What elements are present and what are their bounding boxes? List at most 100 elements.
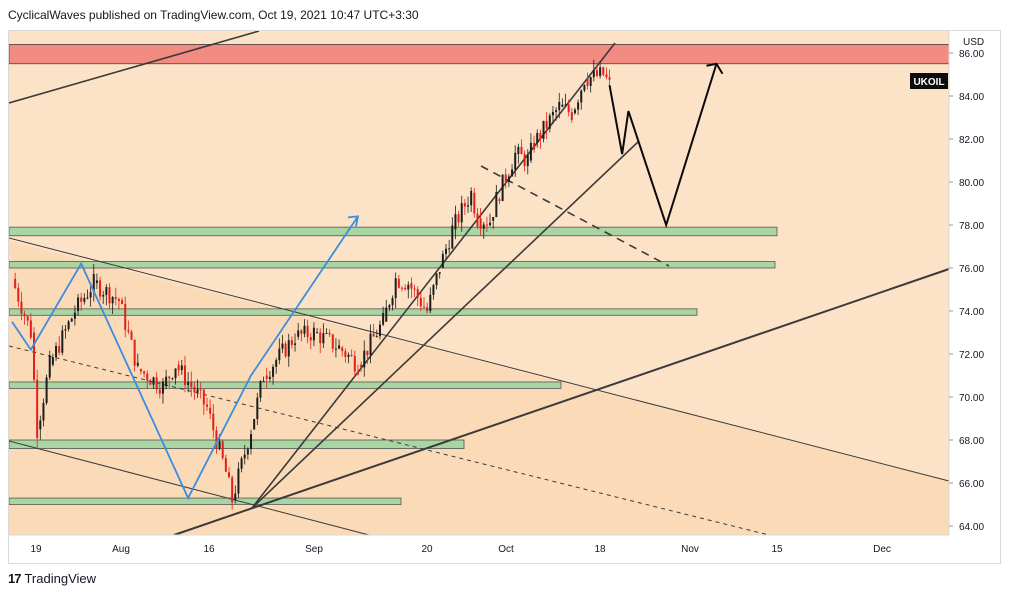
candle-body xyxy=(533,142,536,150)
candle-body xyxy=(20,301,23,314)
candle-body xyxy=(108,287,111,304)
candle-body xyxy=(14,278,17,288)
time-axis[interactable] xyxy=(9,535,1001,564)
support-zone xyxy=(9,308,698,316)
candle-body xyxy=(39,420,42,430)
candle xyxy=(70,317,73,322)
candle xyxy=(378,320,381,340)
candle-body xyxy=(495,192,498,218)
candle xyxy=(372,323,375,337)
candle xyxy=(479,208,482,236)
candle xyxy=(438,272,441,279)
candle-body xyxy=(589,77,592,86)
candle xyxy=(281,335,284,354)
candle xyxy=(605,67,608,80)
candle xyxy=(202,388,205,416)
candle-body xyxy=(23,313,26,317)
candle xyxy=(435,273,438,290)
candle-body xyxy=(375,336,378,338)
candle-body xyxy=(492,217,495,221)
projection-path-black xyxy=(608,63,718,229)
candle-body xyxy=(303,325,306,334)
candle xyxy=(143,370,146,378)
candle-body xyxy=(133,339,136,366)
candle xyxy=(369,324,372,364)
candle-body xyxy=(212,413,215,431)
candle xyxy=(419,291,422,312)
support-zone xyxy=(9,226,778,237)
candle-body xyxy=(124,304,127,330)
candle xyxy=(526,149,529,175)
candle xyxy=(33,327,36,382)
rising-support-line xyxy=(173,268,950,536)
price-axis[interactable] xyxy=(949,31,1001,535)
candle-body xyxy=(429,294,432,311)
candle xyxy=(275,357,278,374)
candle-body xyxy=(331,334,334,349)
candle-body xyxy=(183,365,186,385)
descending-channel-mid xyxy=(9,345,770,536)
candle xyxy=(382,306,385,327)
candle xyxy=(95,273,98,290)
time-tick-label: Sep xyxy=(305,544,323,555)
candle xyxy=(551,105,554,125)
projection-arrow-black xyxy=(706,62,724,75)
candle xyxy=(149,378,152,385)
candle-body xyxy=(438,272,441,274)
candle xyxy=(180,359,183,375)
candle xyxy=(165,369,168,390)
candle xyxy=(89,283,92,307)
candle-body xyxy=(573,109,576,114)
candle-body xyxy=(422,306,425,308)
candle-body xyxy=(171,378,174,380)
candle-body xyxy=(467,205,470,207)
candle xyxy=(583,84,586,93)
candle-body xyxy=(580,90,583,103)
candle xyxy=(14,272,17,290)
candle xyxy=(558,92,561,119)
candle xyxy=(190,371,193,397)
long-term-resistance-line xyxy=(9,31,260,104)
resistance-zone xyxy=(9,43,950,65)
candle-body xyxy=(268,376,271,379)
candle-body xyxy=(470,191,473,206)
candle-body xyxy=(127,329,130,332)
candle xyxy=(303,319,306,338)
candle xyxy=(55,342,58,361)
candle-body xyxy=(55,346,58,358)
candle-body xyxy=(577,102,580,110)
candle xyxy=(426,302,429,314)
candle-body xyxy=(95,280,98,284)
candle-body xyxy=(504,174,507,182)
candle xyxy=(36,369,39,449)
candle-body xyxy=(432,285,435,295)
candle-body xyxy=(73,312,76,319)
candle-body xyxy=(328,332,331,335)
candle-body xyxy=(58,346,61,353)
candle-body xyxy=(608,77,611,80)
candle xyxy=(231,475,234,510)
price-chart[interactable]: 86.00 84.00 82.00 80.00 78.00 76.00 74.00 72.00… xyxy=(9,31,1001,564)
support-zone xyxy=(9,381,562,389)
candle xyxy=(476,207,479,230)
candle-body xyxy=(360,364,363,368)
candle-body xyxy=(265,375,268,379)
candle-body xyxy=(234,493,237,501)
candle xyxy=(536,129,539,148)
candle-body xyxy=(363,350,366,368)
candle-body xyxy=(410,283,413,289)
candle-body xyxy=(338,345,341,349)
descending-channel-lower xyxy=(9,440,370,536)
candle-body xyxy=(419,297,422,307)
candle xyxy=(520,139,523,155)
candle-body xyxy=(130,331,133,340)
candle xyxy=(542,120,545,143)
chart-frame[interactable]: 86.00 84.00 82.00 80.00 78.00 76.00 74.00 72.00… xyxy=(8,30,1001,564)
candle xyxy=(77,294,80,316)
ascending-channel-lower xyxy=(251,140,640,509)
candle xyxy=(309,332,312,350)
candle xyxy=(347,352,350,364)
candle-body xyxy=(218,441,221,449)
tradingview-logo-icon: 17 xyxy=(8,571,22,586)
candle xyxy=(48,350,51,381)
